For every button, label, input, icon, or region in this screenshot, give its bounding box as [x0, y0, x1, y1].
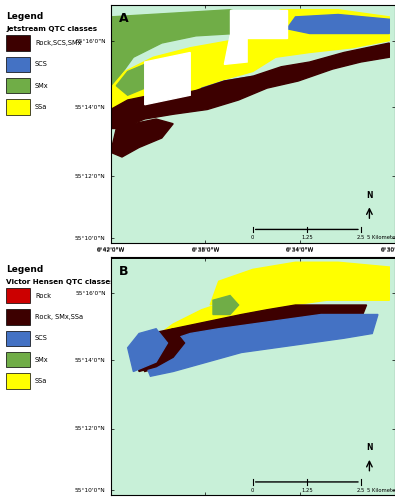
Bar: [6, 330, 30, 346]
Polygon shape: [287, 14, 389, 34]
Text: SCS: SCS: [35, 336, 48, 342]
Polygon shape: [213, 296, 239, 314]
Text: Rock: Rock: [35, 292, 51, 298]
Polygon shape: [230, 10, 287, 38]
Polygon shape: [111, 364, 395, 495]
Text: SSa: SSa: [35, 378, 47, 384]
Text: 0: 0: [251, 236, 254, 240]
Polygon shape: [134, 329, 184, 372]
Polygon shape: [139, 305, 367, 372]
Text: SSa: SSa: [35, 104, 47, 110]
Text: 2.5: 2.5: [357, 488, 365, 493]
Text: A: A: [119, 12, 129, 25]
Text: Legend: Legend: [6, 12, 43, 21]
Text: N: N: [366, 190, 372, 200]
Text: B: B: [119, 264, 129, 278]
Polygon shape: [116, 62, 167, 95]
Bar: [6, 374, 30, 388]
Polygon shape: [145, 314, 378, 376]
Text: 1.25: 1.25: [301, 236, 313, 240]
Bar: [6, 352, 30, 368]
Polygon shape: [210, 262, 389, 305]
Text: SMx: SMx: [35, 356, 49, 362]
Polygon shape: [111, 119, 173, 157]
Polygon shape: [111, 112, 395, 242]
Text: 1.25: 1.25: [301, 488, 313, 493]
Text: 0: 0: [251, 488, 254, 493]
Text: Rock,SCS,SMx: Rock,SCS,SMx: [35, 40, 81, 46]
Text: SCS: SCS: [35, 62, 48, 68]
Text: SMx: SMx: [35, 82, 49, 89]
Bar: [6, 78, 30, 94]
Text: Jetstream QTC classes: Jetstream QTC classes: [6, 26, 97, 32]
Bar: [6, 36, 30, 51]
Text: 2.5: 2.5: [357, 236, 365, 240]
Polygon shape: [196, 76, 258, 105]
Text: Legend: Legend: [6, 264, 43, 274]
Polygon shape: [111, 10, 253, 95]
Bar: [6, 288, 30, 303]
Bar: [6, 56, 30, 72]
Bar: [6, 309, 30, 324]
Text: N: N: [366, 443, 372, 452]
Polygon shape: [224, 36, 247, 64]
Polygon shape: [128, 329, 167, 372]
Text: 5 Kilometers: 5 Kilometers: [367, 488, 395, 493]
Polygon shape: [111, 43, 389, 128]
Text: Rock, SMx,SSa: Rock, SMx,SSa: [35, 314, 83, 320]
Bar: [6, 100, 30, 115]
Polygon shape: [111, 10, 389, 124]
Polygon shape: [139, 276, 389, 372]
Polygon shape: [145, 52, 190, 105]
Text: 5 Kilometers: 5 Kilometers: [367, 236, 395, 240]
Text: Victor Hensen QTC classes: Victor Hensen QTC classes: [6, 279, 115, 285]
